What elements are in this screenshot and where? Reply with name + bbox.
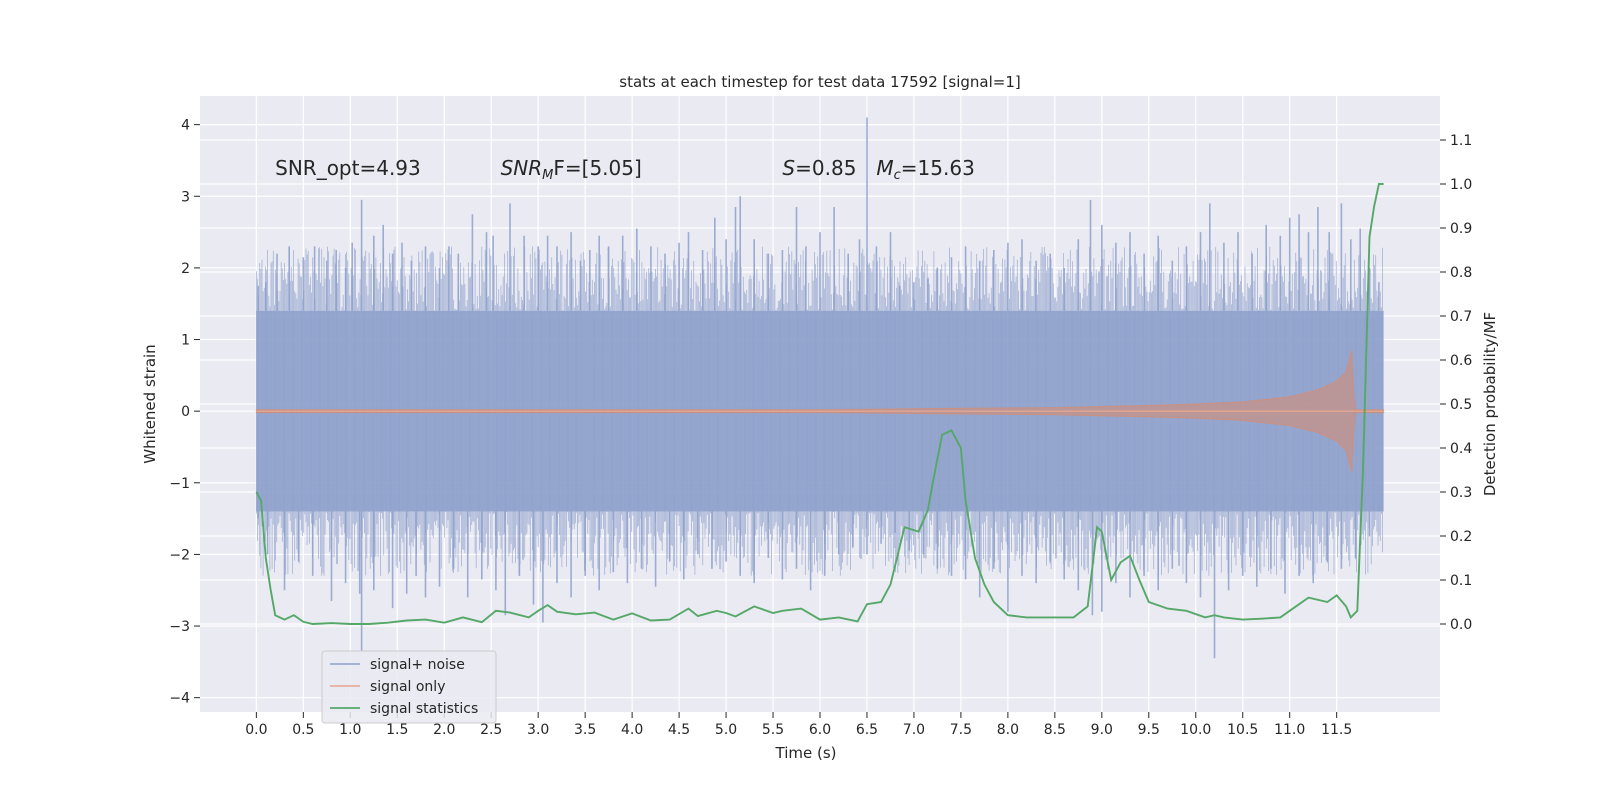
x-tick-label: 1.5 <box>386 722 408 738</box>
y-ticks-right: 1.1 1.0 0.9 0.8 0.7 0.6 0.5 0.4 0.3 0.2 0.1 0.0 <box>1440 133 1472 633</box>
statistics-line <box>255 183 1384 625</box>
x-axis-label: Time (s) <box>775 744 837 762</box>
y-tick-label-right: 1.0 <box>1450 177 1472 193</box>
x-tick-label: 5.0 <box>715 722 737 738</box>
x-tick-label: 4.0 <box>621 722 643 738</box>
y-tick-label-right: 0.3 <box>1450 485 1472 501</box>
y-ticks-left: 4 3 2 1 0 −1 −2 −3 −4 <box>169 118 200 707</box>
annotation-suffix: =15.63 <box>901 156 975 180</box>
x-tick-label: 0.5 <box>292 722 314 738</box>
y-tick-label-right: 1.1 <box>1450 133 1472 149</box>
annotation-main: SNR <box>501 156 543 180</box>
series-signal-statistics <box>255 183 1384 625</box>
annotation: Mc=15.63 <box>876 156 974 183</box>
x-tick-label: 2.5 <box>480 722 502 738</box>
annotation-main: S <box>782 156 795 180</box>
legend-frame <box>321 650 497 724</box>
x-tick-label: 5.5 <box>762 722 784 738</box>
y-tick-label-left: 0 <box>181 404 190 420</box>
x-tick-label: 10.5 <box>1227 722 1258 738</box>
y-tick-label-left: 3 <box>181 189 190 205</box>
legend-label-signal: signal only <box>370 679 445 695</box>
annotation: SNR_opt=4.93 <box>275 156 421 180</box>
x-tick-label: 2.0 <box>433 722 455 738</box>
annotation-suffix: =0.85 <box>795 156 856 180</box>
y-tick-label-right: 0.1 <box>1450 573 1472 589</box>
y-tick-label-left: −1 <box>169 476 190 492</box>
legend-label-noise: signal+ noise <box>370 657 465 673</box>
x-tick-label: 0.0 <box>245 722 267 738</box>
x-tick-label: 3.0 <box>527 722 549 738</box>
x-tick-label: 3.5 <box>574 722 596 738</box>
legend-label-stat: signal statistics <box>370 701 478 717</box>
x-tick-label: 6.0 <box>809 722 831 738</box>
y-tick-label-left: 2 <box>181 261 190 277</box>
annotation: S=0.85 <box>782 156 856 180</box>
y-tick-label-right: 0.2 <box>1450 529 1472 545</box>
x-tick-label: 9.0 <box>1091 722 1113 738</box>
x-tick-label: 4.5 <box>668 722 690 738</box>
y-tick-label-right: 0.9 <box>1450 221 1472 237</box>
y-tick-label-right: 0.4 <box>1450 441 1472 457</box>
y-tick-label-left: −4 <box>169 691 190 707</box>
y-tick-label-left: −2 <box>169 547 190 563</box>
y-tick-label-right: 0.6 <box>1450 353 1472 369</box>
x-tick-label: 10.0 <box>1180 722 1211 738</box>
y-tick-label-right: 0.5 <box>1450 397 1472 413</box>
y-axis-label-left: Whitened strain <box>141 344 159 463</box>
y-axis-label-right: Detection probability/MF <box>1481 312 1499 496</box>
x-tick-label: 8.5 <box>1044 722 1066 738</box>
x-tick-label: 11.5 <box>1321 722 1352 738</box>
y-tick-label-right: 0.8 <box>1450 265 1472 281</box>
annotation-subscript: M <box>542 168 553 183</box>
chart-title: stats at each timestep for test data 175… <box>619 73 1020 91</box>
annotation-main: SNR_opt=4.93 <box>275 156 421 180</box>
y-tick-label-left: 4 <box>181 118 190 134</box>
annotation-main: M <box>876 156 893 180</box>
x-tick-label: 8.0 <box>997 722 1019 738</box>
series-signal-only <box>255 350 1385 473</box>
annotation-subscript: c <box>894 168 901 183</box>
x-tick-label: 6.5 <box>856 722 878 738</box>
annotation-suffix: F=[5.05] <box>553 156 641 180</box>
x-tick-label: 7.5 <box>950 722 972 738</box>
x-tick-label: 7.0 <box>903 722 925 738</box>
x-tick-label: 11.0 <box>1274 722 1305 738</box>
x-tick-label: 9.5 <box>1138 722 1160 738</box>
y-tick-label-right: 0.0 <box>1450 617 1472 633</box>
y-tick-label-left: −3 <box>169 619 190 635</box>
annotation: SNRMF=[5.05] <box>501 156 642 183</box>
y-tick-label-right: 0.7 <box>1450 309 1472 325</box>
y-tick-label-left: 1 <box>181 333 190 349</box>
legend: signal+ noise signal only signal statist… <box>321 650 497 724</box>
x-tick-label: 1.0 <box>339 722 361 738</box>
annotations: SNR_opt=4.93 SNRMF=[5.05] S=0.85 Mc=15.63 <box>275 156 975 183</box>
